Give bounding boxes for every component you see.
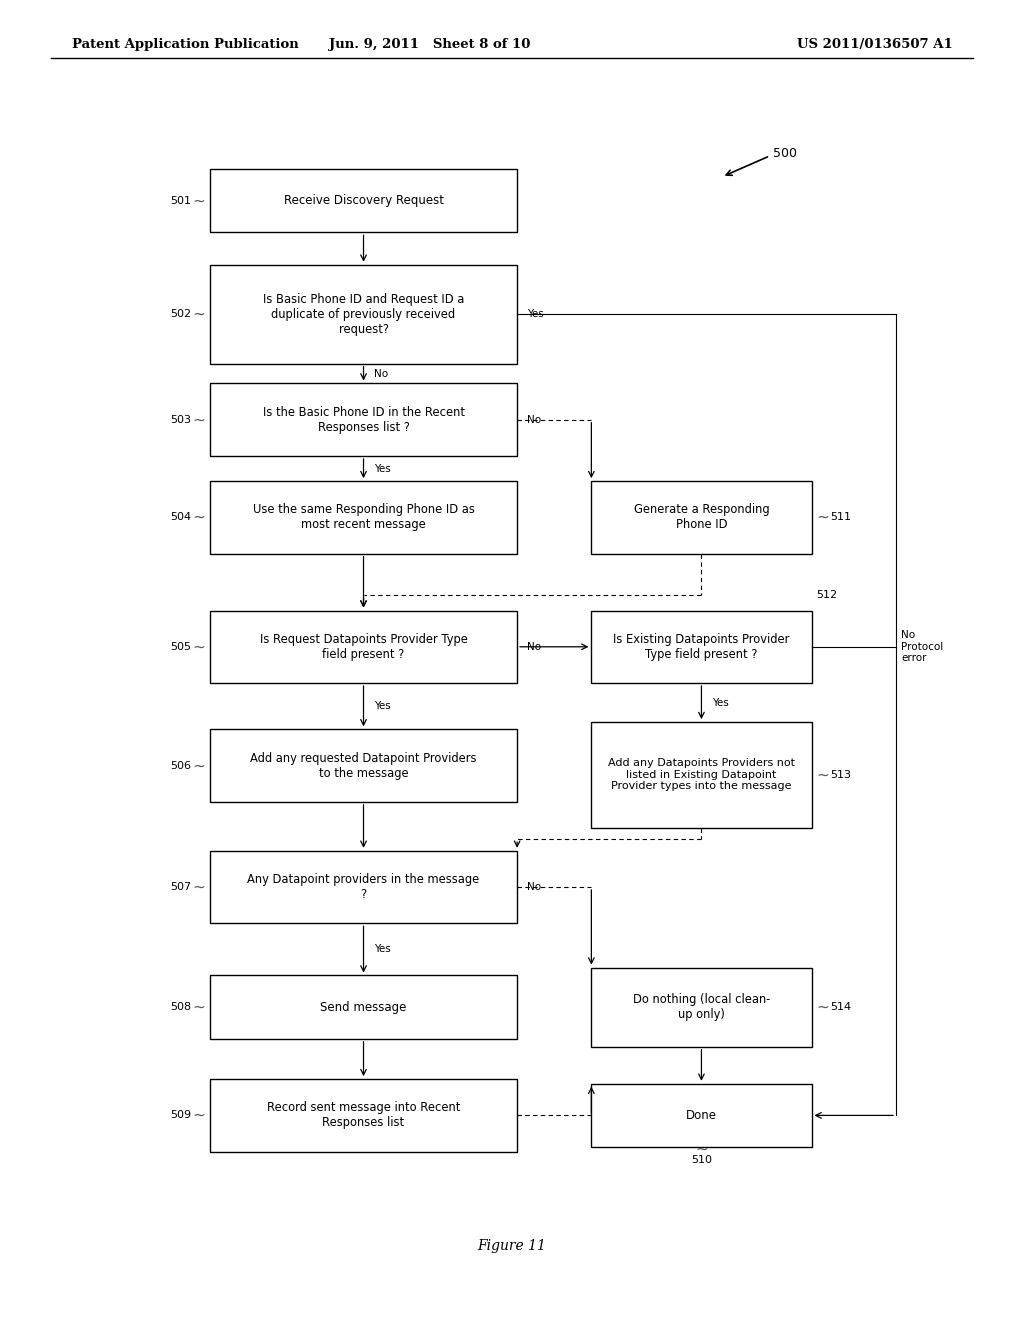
Bar: [210, 851, 517, 924]
Text: 512: 512: [817, 590, 838, 599]
Text: Jun. 9, 2011   Sheet 8 of 10: Jun. 9, 2011 Sheet 8 of 10: [330, 38, 530, 51]
Text: 506: 506: [170, 760, 191, 771]
Text: 503: 503: [170, 414, 191, 425]
Bar: [210, 975, 517, 1039]
Text: Is the Basic Phone ID in the Recent
Responses list ?: Is the Basic Phone ID in the Recent Resp…: [262, 405, 465, 434]
Text: ~: ~: [817, 999, 829, 1015]
Text: Yes: Yes: [712, 697, 728, 708]
Text: No: No: [527, 882, 542, 892]
Bar: [210, 169, 517, 232]
Text: ~: ~: [193, 1107, 205, 1123]
Text: 500: 500: [773, 147, 797, 160]
Text: 510: 510: [691, 1155, 712, 1166]
Text: ~: ~: [695, 1142, 708, 1156]
Text: ~: ~: [193, 999, 205, 1015]
Text: 509: 509: [170, 1110, 191, 1121]
Text: 505: 505: [170, 642, 191, 652]
Text: Add any requested Datapoint Providers
to the message: Add any requested Datapoint Providers to…: [250, 751, 477, 780]
Text: US 2011/0136507 A1: US 2011/0136507 A1: [797, 38, 952, 51]
Text: ~: ~: [817, 767, 829, 783]
Bar: [210, 1080, 517, 1151]
Text: Yes: Yes: [527, 309, 544, 319]
Text: Figure 11: Figure 11: [477, 1239, 547, 1253]
Text: Yes: Yes: [374, 701, 390, 711]
Bar: [210, 610, 517, 684]
Text: Done: Done: [686, 1109, 717, 1122]
Text: Generate a Responding
Phone ID: Generate a Responding Phone ID: [634, 503, 769, 532]
Text: 504: 504: [170, 512, 191, 523]
Text: Use the same Responding Phone ID as
most recent message: Use the same Responding Phone ID as most…: [253, 503, 474, 532]
Text: Is Existing Datapoints Provider
Type field present ?: Is Existing Datapoints Provider Type fie…: [613, 632, 790, 661]
Text: 502: 502: [170, 309, 191, 319]
Text: 511: 511: [830, 512, 851, 523]
Text: ~: ~: [193, 306, 205, 322]
Text: Do nothing (local clean-
up only): Do nothing (local clean- up only): [633, 993, 770, 1022]
Text: 501: 501: [170, 195, 191, 206]
Text: 514: 514: [830, 1002, 851, 1012]
Text: 513: 513: [830, 770, 851, 780]
Text: ~: ~: [193, 879, 205, 895]
Text: No: No: [527, 414, 542, 425]
Text: ~: ~: [817, 510, 829, 525]
Bar: [592, 722, 811, 828]
Text: Add any Datapoints Providers not
listed in Existing Datapoint
Provider types int: Add any Datapoints Providers not listed …: [608, 758, 795, 792]
Text: 508: 508: [170, 1002, 191, 1012]
Text: ~: ~: [193, 639, 205, 655]
Text: Yes: Yes: [374, 944, 390, 954]
Text: Record sent message into Recent
Responses list: Record sent message into Recent Response…: [267, 1101, 460, 1130]
Text: Is Basic Phone ID and Request ID a
duplicate of previously received
request?: Is Basic Phone ID and Request ID a dupli…: [263, 293, 464, 335]
Text: Send message: Send message: [321, 1001, 407, 1014]
Text: ~: ~: [193, 758, 205, 774]
Text: No
Protocol
error: No Protocol error: [901, 630, 943, 664]
Bar: [592, 610, 811, 684]
Bar: [210, 264, 517, 363]
Text: Receive Discovery Request: Receive Discovery Request: [284, 194, 443, 207]
Bar: [592, 480, 811, 554]
Text: ~: ~: [193, 193, 205, 209]
Text: Is Request Datapoints Provider Type
field present ?: Is Request Datapoints Provider Type fiel…: [259, 632, 468, 661]
Bar: [210, 383, 517, 455]
Text: ~: ~: [193, 510, 205, 525]
Text: No: No: [527, 642, 542, 652]
Bar: [210, 480, 517, 554]
Bar: [592, 968, 811, 1047]
Text: 507: 507: [170, 882, 191, 892]
Bar: [210, 729, 517, 803]
Text: No: No: [374, 368, 388, 379]
Text: ~: ~: [193, 412, 205, 428]
Text: Patent Application Publication: Patent Application Publication: [72, 38, 298, 51]
Text: Yes: Yes: [374, 463, 390, 474]
Text: Any Datapoint providers in the message
?: Any Datapoint providers in the message ?: [248, 873, 479, 902]
Bar: [592, 1084, 811, 1147]
